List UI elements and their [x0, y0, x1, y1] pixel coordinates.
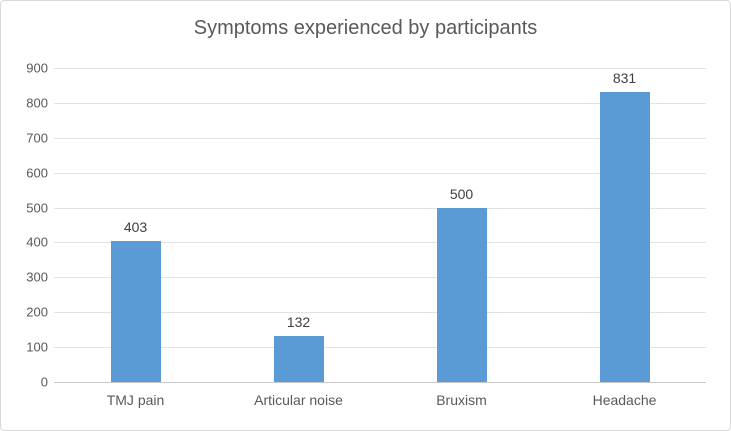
- gridline: [54, 137, 706, 139]
- gridline: [54, 68, 706, 69]
- y-axis-tick-label: 700: [26, 130, 48, 146]
- y-axis-tick-label: 300: [26, 269, 48, 285]
- gridline: [54, 347, 706, 349]
- gridline: [54, 102, 706, 104]
- bar-articular-noise: [273, 335, 324, 382]
- x-axis-tick-label: TMJ pain: [106, 392, 165, 408]
- y-axis-tick-label: 400: [26, 234, 48, 250]
- x-axis-tick-label: Headache: [592, 392, 657, 408]
- data-label: 500: [449, 185, 474, 202]
- y-axis-tick-label: 200: [26, 304, 48, 320]
- bar-tmj-pain: [110, 241, 161, 382]
- gridline: [54, 172, 706, 174]
- x-axis-line: [54, 382, 706, 383]
- x-axis-tick-label: Articular noise: [254, 392, 343, 408]
- y-axis-tick-label: 600: [26, 165, 48, 181]
- data-label: 403: [123, 219, 148, 236]
- bar-bruxism: [436, 207, 487, 382]
- chart-title: Symptoms experienced by participants: [193, 17, 538, 39]
- y-axis-tick-label: 900: [26, 60, 48, 76]
- data-label: 831: [612, 70, 637, 87]
- data-label: 132: [286, 313, 311, 330]
- y-axis-tick-label: 100: [26, 339, 48, 355]
- x-axis-tick-label: Bruxism: [436, 392, 487, 408]
- gridline: [54, 207, 706, 209]
- gridline: [54, 242, 706, 244]
- y-axis-tick-label: 0: [40, 374, 48, 390]
- gridline: [54, 312, 706, 314]
- y-axis-tick-label: 500: [26, 200, 48, 216]
- bar-headache: [599, 92, 650, 382]
- gridline: [54, 277, 706, 279]
- y-axis-tick-label: 800: [26, 95, 48, 111]
